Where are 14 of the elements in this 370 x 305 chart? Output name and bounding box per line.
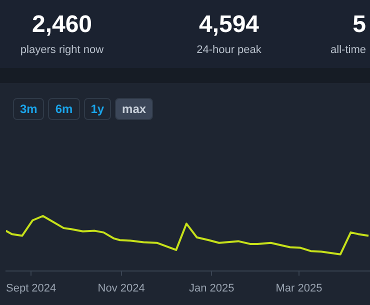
text: 3m xyxy=(13,98,44,120)
text: all-time xyxy=(330,44,366,56)
text: 2,460 xyxy=(30,10,94,40)
text: 1y xyxy=(84,98,112,120)
x-tick-label: Nov 2024 xyxy=(98,282,145,294)
x-tick-label: Sept 2024 xyxy=(6,282,56,294)
x-tick-label: Jan 2025 xyxy=(189,282,234,294)
x-tick-label: Mar 2025 xyxy=(276,282,322,294)
text: players right now xyxy=(19,44,105,56)
text: 4,594 xyxy=(198,10,260,40)
text: max xyxy=(115,98,154,120)
text: 5 xyxy=(352,10,366,40)
text: 6m xyxy=(48,98,80,120)
text: 24-hour peak xyxy=(196,44,262,56)
